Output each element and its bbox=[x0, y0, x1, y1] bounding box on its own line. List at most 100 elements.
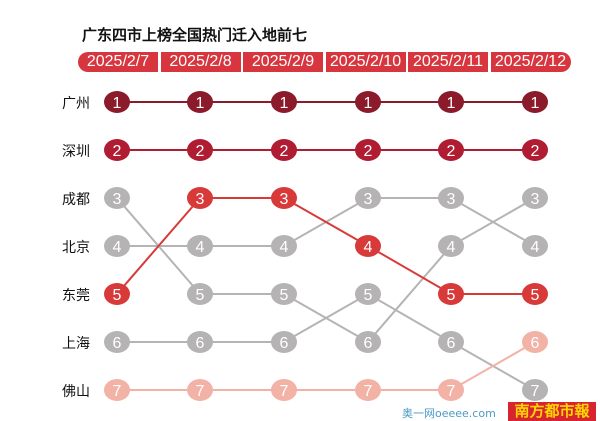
rank-label: 5 bbox=[531, 287, 540, 304]
rank-marker: 5 bbox=[271, 283, 297, 305]
row-label: 广州 bbox=[62, 96, 90, 112]
rank-dot bbox=[522, 139, 548, 161]
rank-marker: 6 bbox=[522, 331, 548, 353]
rank-dot bbox=[355, 331, 381, 353]
rank-dot bbox=[438, 91, 464, 113]
rank-marker: 1 bbox=[187, 91, 213, 113]
rank-label: 2 bbox=[447, 143, 456, 160]
rank-marker: 7 bbox=[355, 379, 381, 401]
rank-marker: 7 bbox=[271, 379, 297, 401]
rank-marker: 1 bbox=[355, 91, 381, 113]
rank-label: 3 bbox=[196, 191, 205, 208]
rank-dot bbox=[187, 139, 213, 161]
rank-marker: 7 bbox=[522, 379, 548, 401]
rank-label: 5 bbox=[196, 287, 205, 304]
rank-marker: 2 bbox=[271, 139, 297, 161]
rank-marker: 1 bbox=[522, 91, 548, 113]
rank-dot bbox=[438, 379, 464, 401]
rank-label: 2 bbox=[364, 143, 373, 160]
series-line-佛山 bbox=[117, 341, 536, 391]
rank-dot bbox=[355, 379, 381, 401]
rank-marker: 3 bbox=[271, 187, 297, 209]
rank-marker: 3 bbox=[522, 187, 548, 209]
x-tick-label: 2025/2/8 bbox=[160, 52, 241, 72]
rank-dot bbox=[438, 331, 464, 353]
series-line-上海 bbox=[117, 292, 536, 391]
rank-dot bbox=[355, 283, 381, 305]
rank-label: 1 bbox=[447, 95, 456, 112]
rank-marker: 6 bbox=[187, 331, 213, 353]
rank-dot bbox=[522, 187, 548, 209]
rank-label: 5 bbox=[364, 287, 373, 304]
rank-marker: 2 bbox=[355, 139, 381, 161]
rank-label: 3 bbox=[531, 191, 540, 208]
rank-marker: 4 bbox=[522, 235, 548, 257]
rank-label: 7 bbox=[113, 383, 122, 400]
rank-marker: 7 bbox=[187, 379, 213, 401]
rank-label: 1 bbox=[196, 95, 205, 112]
row-label: 东莞 bbox=[62, 288, 90, 304]
rank-dot bbox=[187, 187, 213, 209]
rank-marker: 5 bbox=[355, 283, 381, 305]
rank-label: 4 bbox=[531, 239, 540, 256]
rank-label: 6 bbox=[531, 335, 540, 352]
rank-dot bbox=[187, 379, 213, 401]
chart-title: 广东四市上榜全国热门迁入地前七 bbox=[82, 26, 308, 44]
series-line-东莞 bbox=[116, 197, 535, 295]
rank-label: 1 bbox=[531, 95, 540, 112]
rank-label: 3 bbox=[364, 191, 373, 208]
rank-marker: 3 bbox=[355, 187, 381, 209]
rank-marker: 6 bbox=[104, 331, 130, 353]
logo-subtext: 奥一网oeeee.com bbox=[402, 407, 496, 420]
rank-label: 6 bbox=[113, 335, 122, 352]
rank-dot bbox=[104, 331, 130, 353]
rank-dot bbox=[187, 283, 213, 305]
rank-dot bbox=[522, 235, 548, 257]
row-label: 北京 bbox=[62, 240, 90, 256]
rank-marker: 7 bbox=[438, 379, 464, 401]
rank-marker: 5 bbox=[104, 283, 130, 305]
rank-label: 3 bbox=[447, 191, 456, 208]
rank-dot bbox=[438, 139, 464, 161]
rank-marker: 4 bbox=[271, 235, 297, 257]
rank-marker: 3 bbox=[438, 187, 464, 209]
rank-marker: 3 bbox=[187, 187, 213, 209]
rank-label: 2 bbox=[531, 143, 540, 160]
rank-marker: 1 bbox=[104, 91, 130, 113]
rank-marker: 6 bbox=[355, 331, 381, 353]
rank-label: 6 bbox=[196, 335, 205, 352]
rank-label: 5 bbox=[113, 287, 122, 304]
rank-dot bbox=[355, 187, 381, 209]
rank-dot bbox=[271, 379, 297, 401]
row-label: 深圳 bbox=[62, 144, 90, 160]
rank-label: 7 bbox=[364, 383, 373, 400]
rank-marker: 7 bbox=[104, 379, 130, 401]
rank-dot bbox=[104, 283, 130, 305]
x-tick-label: 2025/2/12 bbox=[490, 52, 571, 72]
rank-label: 6 bbox=[280, 335, 289, 352]
rank-dot bbox=[271, 139, 297, 161]
rank-label: 1 bbox=[113, 95, 122, 112]
rank-dot bbox=[355, 91, 381, 113]
rank-dot bbox=[355, 139, 381, 161]
rank-label: 7 bbox=[196, 383, 205, 400]
rank-label: 1 bbox=[280, 95, 289, 112]
rank-dot bbox=[187, 235, 213, 257]
rank-marker: 5 bbox=[187, 283, 213, 305]
rank-marker: 4 bbox=[355, 235, 381, 257]
rank-label: 7 bbox=[447, 383, 456, 400]
rank-dot bbox=[271, 235, 297, 257]
rank-label: 4 bbox=[196, 239, 205, 256]
rank-label: 4 bbox=[280, 239, 289, 256]
rank-marker: 6 bbox=[438, 331, 464, 353]
rank-dot bbox=[104, 139, 130, 161]
rank-dot bbox=[438, 187, 464, 209]
rank-dot bbox=[522, 91, 548, 113]
rank-label: 1 bbox=[364, 95, 373, 112]
rank-label: 3 bbox=[280, 191, 289, 208]
rank-dot bbox=[522, 331, 548, 353]
rank-marker: 6 bbox=[271, 331, 297, 353]
rank-dot bbox=[271, 91, 297, 113]
